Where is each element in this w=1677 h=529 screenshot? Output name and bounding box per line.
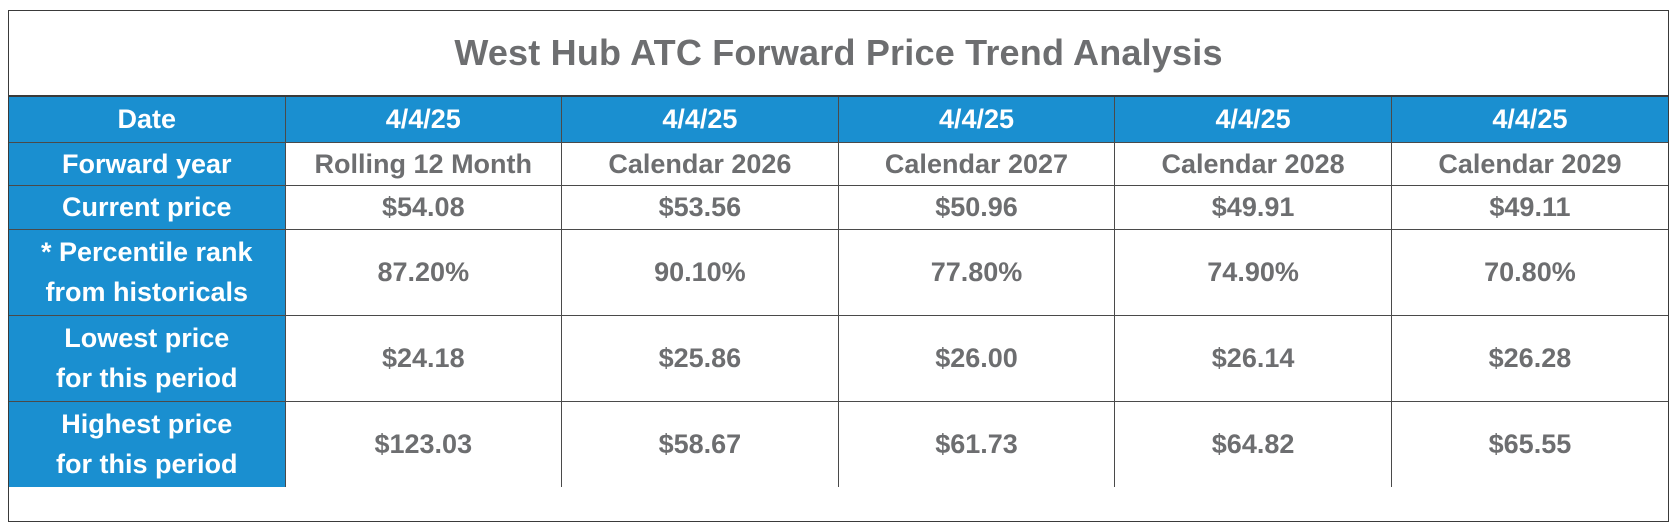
percentile-cell: 87.20%: [284, 228, 563, 316]
row-label-percentile-line1: * Percentile rank: [40, 237, 253, 267]
title-bar: West Hub ATC Forward Price Trend Analysi…: [9, 11, 1668, 97]
row-label-date: Date: [9, 97, 286, 143]
lowest-price-cell: $26.28: [1390, 314, 1668, 402]
row-label-lowest-line1: Lowest price: [64, 323, 230, 353]
row-label-highest-line2: for this period: [56, 449, 238, 480]
highest-price-cell: $58.67: [561, 400, 839, 487]
date-row: Date 4/4/25 4/4/25 4/4/25 4/4/25 4/4/25: [9, 97, 1668, 143]
row-label-lowest: Lowest price for this period: [9, 314, 286, 402]
row-label-current-price: Current price: [9, 184, 286, 230]
date-cell: 4/4/25: [561, 97, 839, 143]
lowest-price-row: Lowest price for this period $24.18 $25.…: [9, 314, 1668, 402]
forward-year-cell: Calendar 2029: [1390, 141, 1668, 186]
highest-price-cell: $61.73: [837, 400, 1116, 487]
percentile-cell: 70.80%: [1390, 228, 1668, 316]
row-label-highest-line1: Highest price: [61, 409, 233, 440]
percentile-cell: 90.10%: [561, 228, 839, 316]
date-cell: 4/4/25: [284, 97, 563, 143]
date-cell: 4/4/25: [837, 97, 1116, 143]
price-trend-table-frame: West Hub ATC Forward Price Trend Analysi…: [8, 10, 1669, 522]
lowest-price-cell: $25.86: [561, 314, 839, 402]
highest-price-cell: $65.55: [1390, 400, 1668, 487]
lowest-price-cell: $24.18: [284, 314, 563, 402]
highest-price-cell: $64.82: [1114, 400, 1392, 487]
current-price-cell: $50.96: [837, 184, 1116, 230]
percentile-cell: 77.80%: [837, 228, 1116, 316]
price-trend-table: Date 4/4/25 4/4/25 4/4/25 4/4/25 4/4/25 …: [9, 97, 1668, 487]
current-price-cell: $54.08: [284, 184, 563, 230]
table-title: West Hub ATC Forward Price Trend Analysi…: [454, 32, 1223, 73]
row-label-forward-year: Forward year: [9, 141, 286, 186]
lowest-price-cell: $26.00: [837, 314, 1116, 402]
date-cell: 4/4/25: [1114, 97, 1392, 143]
date-cell: 4/4/25: [1390, 97, 1668, 143]
row-label-lowest-line2: for this period: [56, 363, 238, 393]
forward-year-cell: Rolling 12 Month: [284, 141, 563, 186]
forward-year-cell: Calendar 2027: [837, 141, 1116, 186]
forward-year-cell: Calendar 2026: [561, 141, 839, 186]
highest-price-cell: $123.03: [284, 400, 563, 487]
current-price-cell: $49.91: [1114, 184, 1392, 230]
row-label-highest: Highest price for this period: [9, 400, 286, 487]
row-label-percentile: * Percentile rank from historicals: [9, 228, 286, 316]
current-price-row: Current price $54.08 $53.56 $50.96 $49.9…: [9, 184, 1668, 230]
row-label-percentile-line2: from historicals: [45, 277, 249, 307]
forward-year-cell: Calendar 2028: [1114, 141, 1392, 186]
lowest-price-cell: $26.14: [1114, 314, 1392, 402]
current-price-cell: $49.11: [1390, 184, 1668, 230]
forward-year-row: Forward year Rolling 12 Month Calendar 2…: [9, 141, 1668, 186]
percentile-row: * Percentile rank from historicals 87.20…: [9, 228, 1668, 316]
current-price-cell: $53.56: [561, 184, 839, 230]
percentile-cell: 74.90%: [1114, 228, 1392, 316]
highest-price-row: Highest price for this period $123.03 $5…: [9, 400, 1668, 487]
